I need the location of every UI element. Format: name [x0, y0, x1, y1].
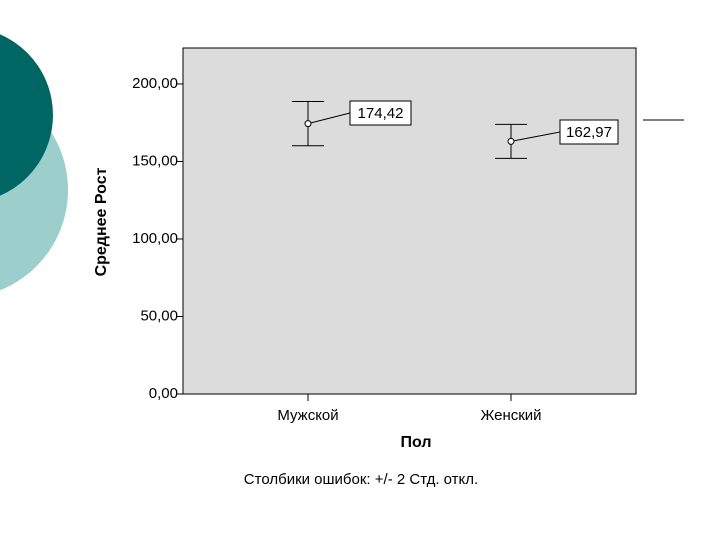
label-box — [349, 100, 412, 126]
x-tick-label: Мужской — [277, 407, 338, 424]
plot-area — [182, 47, 637, 395]
y-tick-label: 200,00 — [132, 75, 178, 92]
value-label: 162,97 — [566, 124, 612, 141]
footnote: Столбики ошибок: +/- 2 Стд. откл. — [244, 471, 478, 488]
label-leader — [510, 131, 561, 142]
y-tick-label: 0,00 — [149, 385, 178, 402]
y-axis-label: Среднее Рост — [93, 167, 110, 276]
y-tick-label: 50,00 — [140, 307, 178, 324]
y-tick-label: 150,00 — [132, 152, 178, 169]
mean-point — [304, 120, 312, 128]
value-label: 174,42 — [358, 105, 404, 122]
x-tick-label: Женский — [480, 407, 541, 424]
label-leader — [307, 112, 351, 125]
label-box — [559, 119, 619, 145]
mean-point — [507, 137, 515, 145]
decor-circle — [0, 34, 53, 196]
x-axis-label: Пол — [400, 434, 431, 451]
y-tick-label: 100,00 — [132, 230, 178, 247]
